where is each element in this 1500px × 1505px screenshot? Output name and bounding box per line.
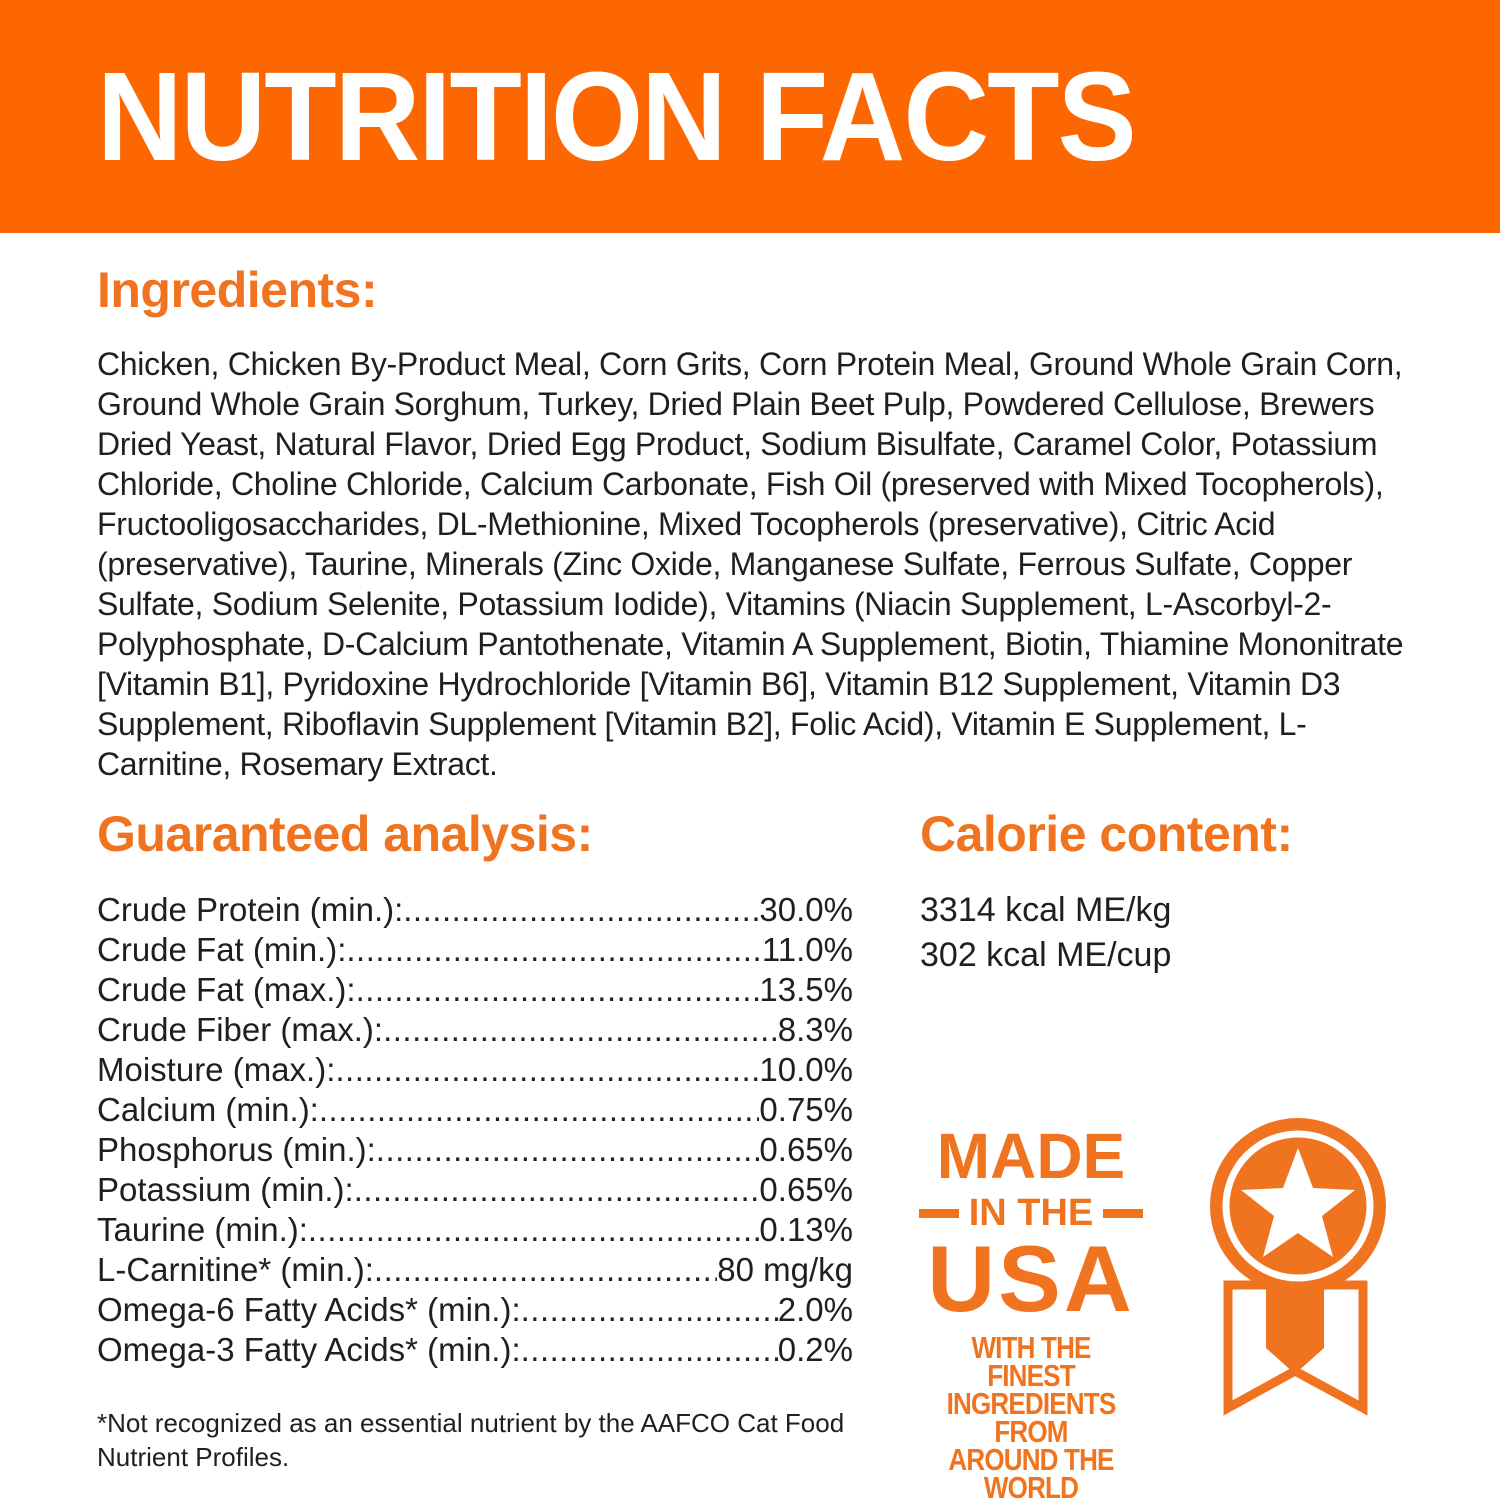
analysis-label: Crude Fat (max.): [97,971,356,1008]
dot-leader [356,970,760,1010]
header-banner: NUTRITION FACTS [0,0,1500,233]
analysis-row: Omega-6 Fatty Acids* (min.): 2.0% [97,1290,853,1330]
dot-leader [335,1050,759,1090]
analysis-value: 30.0% [759,891,853,928]
calorie-content-heading: Calorie content: [920,806,1293,862]
analysis-row: Potassium (min.): 0.65% [97,1170,853,1210]
analysis-label: Omega-6 Fatty Acids* (min.): [97,1291,521,1328]
analysis-row: Omega-3 Fatty Acids* (min.): 0.2% [97,1330,853,1370]
analysis-row: Crude Fiber (max.): 8.3% [97,1010,853,1050]
analysis-row: L-Carnitine* (min.): 80 mg/kg [97,1250,853,1290]
analysis-label: Crude Fat (min.): [97,931,347,968]
analysis-value: 13.5% [759,971,853,1008]
made-line: MADE [936,1120,1126,1192]
dot-leader [383,1010,778,1050]
analysis-row: Crude Fat (min.): 11.0% [97,930,853,970]
ingredients-heading: Ingredients: [97,262,378,318]
in-the-label: IN THE [968,1192,1094,1234]
dot-leader [374,1250,717,1290]
dot-leader [521,1290,778,1330]
kcal-per-kg: 3314 kcal ME/kg [920,891,1172,929]
dot-leader [403,890,759,930]
in-the-line: IN THE [910,1192,1152,1234]
ingredients-text: Chicken, Chicken By-Product Meal, Corn G… [97,346,1404,782]
analysis-row: Taurine (min.): 0.13% [97,1210,853,1250]
dot-leader [521,1330,778,1370]
made-in-usa-lockup: MADE IN THE USA WITH THE FINEST INGREDIE… [910,1120,1152,1505]
tagline-line: WITH THE FINEST [971,1330,1091,1393]
analysis-value: 0.65% [759,1131,853,1168]
dot-leader [308,1210,760,1250]
page-title: NUTRITION FACTS [97,45,1137,187]
analysis-label: Phosphorus (min.): [97,1131,376,1168]
dash-left [918,1208,959,1218]
analysis-value: 0.13% [759,1211,853,1248]
tagline-line: AROUND THE WORLD [948,1442,1114,1505]
usa-tagline: WITH THE FINEST INGREDIENTS FROM AROUND … [929,1330,1132,1505]
dash-right [1103,1208,1144,1218]
analysis-label: L-Carnitine* (min.): [97,1251,374,1288]
dot-leader [319,1090,760,1130]
aafco-footnote: *Not recognized as an essential nutrient… [97,1408,845,1472]
analysis-label: Crude Fiber (max.): [97,1011,384,1048]
guaranteed-analysis-heading: Guaranteed analysis: [97,806,593,862]
tagline-line: INGREDIENTS FROM [946,1386,1117,1449]
analysis-value: 0.65% [759,1171,853,1208]
dot-leader [354,1170,760,1210]
analysis-value: 11.0% [761,931,853,968]
analysis-label: Potassium (min.): [97,1171,354,1208]
analysis-value: 8.3% [777,1011,853,1048]
analysis-value: 10.0% [759,1051,853,1088]
analysis-value: 0.2% [777,1331,853,1368]
guaranteed-analysis-table: Crude Protein (min.): 30.0% Crude Fat (mi… [97,890,853,1370]
analysis-label: Moisture (max.): [97,1051,336,1088]
analysis-label: Crude Protein (min.): [97,891,404,928]
award-ribbon-icon [1210,1118,1386,1416]
analysis-value: 0.75% [759,1091,853,1128]
dot-leader [376,1130,760,1170]
dot-leader [346,930,761,970]
analysis-row: Phosphorus (min.): 0.65% [97,1130,853,1170]
guaranteed-analysis-section: Guaranteed analysis: Crude Protein (min.… [97,806,853,1370]
calorie-values: 3314 kcal ME/kg 302 kcal ME/cup [920,888,1440,978]
analysis-value: 2.0% [777,1291,853,1328]
calorie-content-section: Calorie content: 3314 kcal ME/kg 302 kca… [920,806,1440,978]
ingredients-section: Ingredients: Chicken, Chicken By-Product… [97,262,1415,784]
analysis-label: Omega-3 Fatty Acids* (min.): [97,1331,521,1368]
analysis-value: 80 mg/kg [717,1251,853,1288]
analysis-row: Crude Fat (max.): 13.5% [97,970,853,1010]
analysis-row: Calcium (min.): 0.75% [97,1090,853,1130]
usa-line: USA [927,1226,1135,1331]
star-icon [1241,1148,1355,1257]
analysis-label: Taurine (min.): [97,1211,308,1248]
analysis-row: Crude Protein (min.): 30.0% [97,890,853,930]
analysis-row: Moisture (max.): 10.0% [97,1050,853,1090]
kcal-per-cup: 302 kcal ME/cup [920,936,1172,974]
analysis-label: Calcium (min.): [97,1091,319,1128]
